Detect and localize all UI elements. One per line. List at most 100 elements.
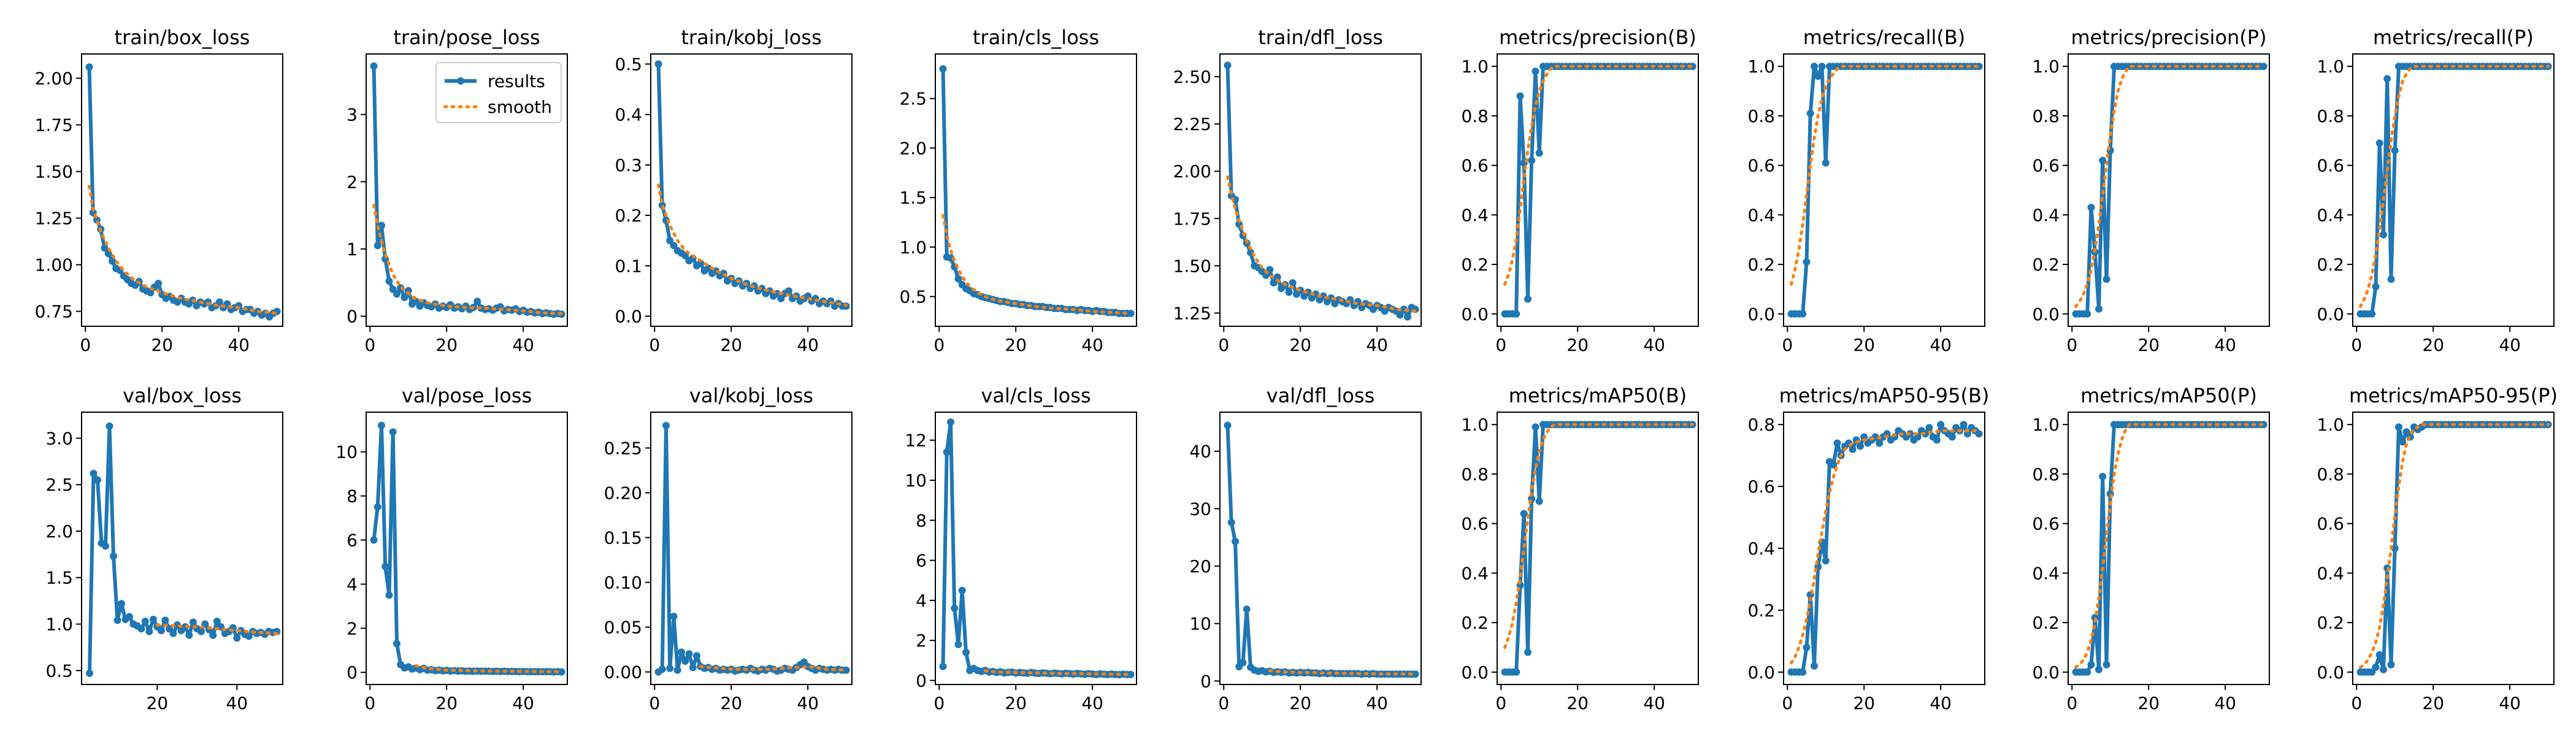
results-point — [939, 65, 947, 73]
results-point — [102, 542, 109, 550]
results-point — [1285, 288, 1293, 296]
y-tick-label: 2.0 — [899, 138, 927, 158]
results-point — [1822, 159, 1830, 167]
x-tick-label: 20 — [2137, 335, 2160, 355]
legend-smooth-label: smooth — [488, 97, 552, 117]
results-point — [951, 604, 959, 612]
y-tick-label: 10 — [905, 470, 927, 491]
results-point — [697, 259, 705, 267]
results-point — [685, 650, 693, 658]
y-tick-label: 1.5 — [45, 568, 73, 588]
results-line — [1225, 425, 1416, 677]
results-point — [2380, 665, 2387, 673]
y-tick-label: 6 — [347, 531, 358, 551]
plot-area — [654, 421, 850, 676]
x-tick-label: 0 — [933, 335, 945, 355]
x-tick-label: 0 — [364, 335, 375, 355]
results-point — [1512, 668, 1520, 676]
y-tick-label: 2 — [347, 172, 358, 192]
plot-area — [939, 418, 1135, 678]
results-point — [1411, 670, 1419, 678]
smooth-line — [2359, 423, 2550, 669]
y-tick-label: 0.4 — [615, 105, 642, 125]
y-tick-label: 1.5 — [899, 188, 927, 208]
y-tick-label: 0.4 — [2032, 563, 2060, 583]
results-point — [161, 616, 169, 624]
y-tick-label: 0.2 — [2317, 613, 2344, 633]
y-tick-label: 2.5 — [899, 89, 927, 109]
results-line — [1225, 65, 1416, 319]
x-tick-label: 0 — [1782, 335, 1793, 355]
results-point — [1925, 424, 1933, 432]
subplot-5: train/dfl_loss 0 20 40 1.25 1.50 1.75 2.00 2.25 2… — [1173, 26, 1422, 355]
results-point — [654, 60, 662, 68]
y-tick-label: 2.25 — [1173, 114, 1211, 134]
plot-area — [85, 63, 281, 321]
results-point — [1857, 442, 1864, 450]
x-tick-label: 40 — [1930, 335, 1952, 355]
x-tick-label: 20 — [1566, 335, 1589, 355]
results-point — [2391, 147, 2399, 155]
y-tick-label: 0.3 — [615, 155, 642, 175]
results-point — [110, 552, 117, 560]
results-point — [1933, 436, 1941, 444]
results-point — [704, 264, 712, 272]
results-point — [1948, 433, 1956, 441]
subplot-title: train/box_loss — [115, 26, 250, 49]
y-tick-label: 1.00 — [35, 255, 73, 275]
results-line — [1791, 64, 1979, 316]
y-tick-label: 0.20 — [604, 483, 642, 503]
plot-area — [86, 422, 281, 677]
results-point — [401, 293, 408, 301]
y-tick-label: 8 — [916, 510, 927, 531]
results-point — [1960, 421, 1968, 429]
axes-frame — [650, 412, 853, 685]
x-tick-label: 0 — [933, 693, 945, 713]
axes-frame — [935, 53, 1137, 327]
plot-area — [1787, 63, 1983, 318]
y-tick-label: 0.2 — [1747, 600, 1775, 621]
results-point — [947, 418, 954, 426]
x-tick-label: 0 — [1218, 335, 1229, 355]
results-point — [939, 662, 947, 670]
results-point — [662, 421, 670, 429]
x-tick-label: 40 — [1643, 693, 1665, 713]
results-point — [658, 665, 666, 673]
subplot-2: train/pose_loss 0 20 40 0 1 2 3 results smooth — [347, 26, 568, 355]
plot-area — [1501, 421, 1696, 676]
subplot-14: val/dfl_loss 0 20 40 0 10 20 30 40 — [1189, 384, 1422, 713]
y-tick-label: 0.8 — [2317, 106, 2344, 126]
x-tick-label: 40 — [1081, 693, 1103, 713]
results-point — [2099, 156, 2107, 164]
results-point — [2391, 545, 2399, 552]
y-tick-label: 0.15 — [604, 527, 642, 548]
axes-frame — [2352, 412, 2555, 685]
results-point — [385, 277, 393, 285]
y-tick-label: 1.0 — [2032, 56, 2060, 77]
results-point — [370, 62, 378, 70]
results-point — [2095, 665, 2103, 673]
x-tick-label: 40 — [1366, 693, 1388, 713]
results-point — [105, 422, 113, 430]
y-tick-label: 3.0 — [45, 428, 73, 448]
results-point — [666, 237, 674, 245]
y-tick-label: 2.5 — [45, 475, 73, 495]
y-tick-label: 0 — [347, 307, 358, 327]
results-point — [2095, 305, 2103, 313]
results-point — [2383, 75, 2391, 83]
x-tick-label: 40 — [512, 693, 534, 713]
results-point — [1803, 643, 1811, 651]
results-point — [1512, 310, 1520, 318]
plot-area — [1501, 63, 1696, 318]
results-point — [1803, 258, 1811, 266]
results-point — [1937, 421, 1945, 429]
results-point — [209, 631, 217, 639]
y-tick-label: 0.2 — [2032, 613, 2060, 633]
results-point — [1975, 430, 1983, 438]
results-point — [197, 627, 205, 635]
results-point — [233, 634, 241, 642]
x-tick-label: 20 — [1289, 693, 1311, 713]
axes-frame — [2068, 53, 2270, 327]
results-point — [1818, 63, 1826, 71]
subplot-12: val/kobj_loss 0 20 40 0.00 0.05 0.10 0.15 0.20 0.… — [604, 384, 853, 713]
